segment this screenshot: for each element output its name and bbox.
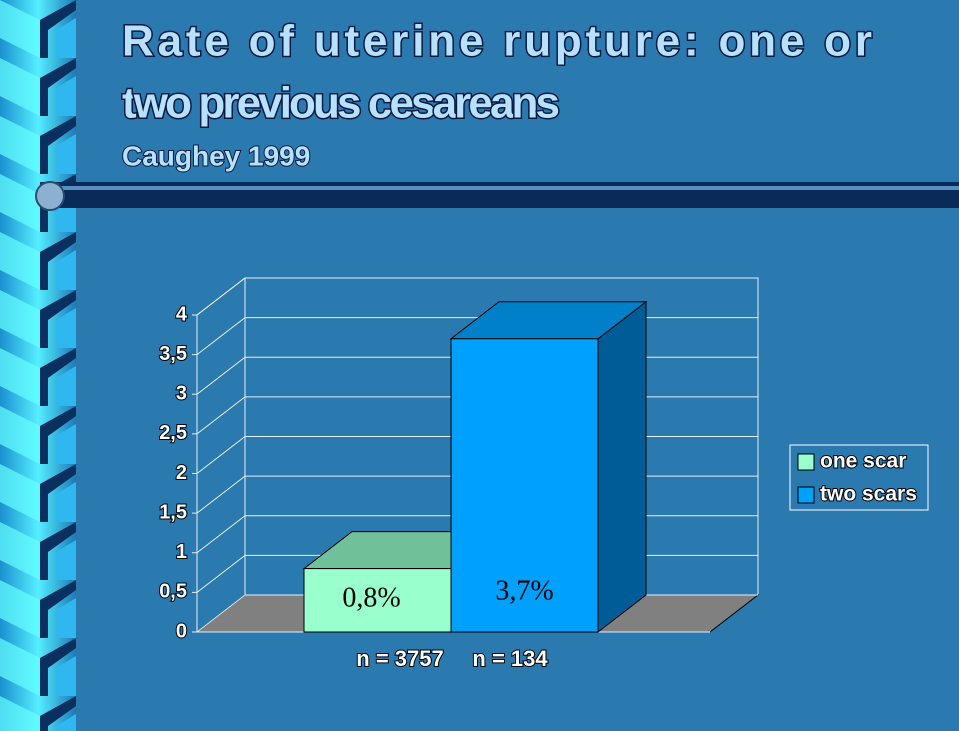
bar-annotation: n = 134 <box>472 646 548 671</box>
y-tick-label: 3,5 <box>159 343 187 365</box>
left-ribbon <box>0 0 76 731</box>
title-line-2: two previous cesareans <box>122 79 560 128</box>
legend-swatch <box>797 486 815 504</box>
header-band-line <box>40 186 959 190</box>
bar-side <box>597 300 647 634</box>
bar <box>303 568 452 633</box>
grid-line <box>196 436 246 474</box>
grid-line <box>196 594 246 633</box>
y-tick-label: 4 <box>176 303 188 325</box>
plot: 0 0,5 1 1,5 2 2,5 3 3,5 4 0,8% 3,7% n = 3757 n = 134… <box>158 277 929 672</box>
value-label: 3,7% <box>495 575 553 606</box>
y-tick-label: 2 <box>176 462 187 484</box>
grid-line <box>196 396 246 435</box>
grid-line <box>196 554 246 593</box>
value-label: 0,8% <box>342 582 400 613</box>
chart-subtitle: Caughey 1999 <box>122 140 310 171</box>
title-line-1: Rate of uterine rupture: one or <box>122 17 872 66</box>
bar <box>450 338 599 633</box>
legend-label: two scars <box>820 483 917 506</box>
y-axis-back <box>196 277 246 316</box>
bar-annotation: n = 3757 <box>356 646 443 671</box>
y-tick-label: 2,5 <box>159 422 187 444</box>
grid-line <box>196 475 246 514</box>
grid-line <box>196 515 246 554</box>
header-band <box>40 182 959 208</box>
y-tick-label: 3 <box>176 383 187 405</box>
y-tick-label: 0,5 <box>159 581 187 603</box>
legend-box <box>789 444 929 511</box>
grid-line <box>196 356 246 395</box>
legend-label: one scar <box>820 450 906 473</box>
grid-line <box>196 317 246 356</box>
header-button <box>35 181 65 211</box>
y-tick-label: 1,5 <box>159 501 187 523</box>
y-tick-label: 0 <box>176 620 187 642</box>
legend-swatch <box>797 453 815 471</box>
y-tick-label: 1 <box>176 541 187 563</box>
